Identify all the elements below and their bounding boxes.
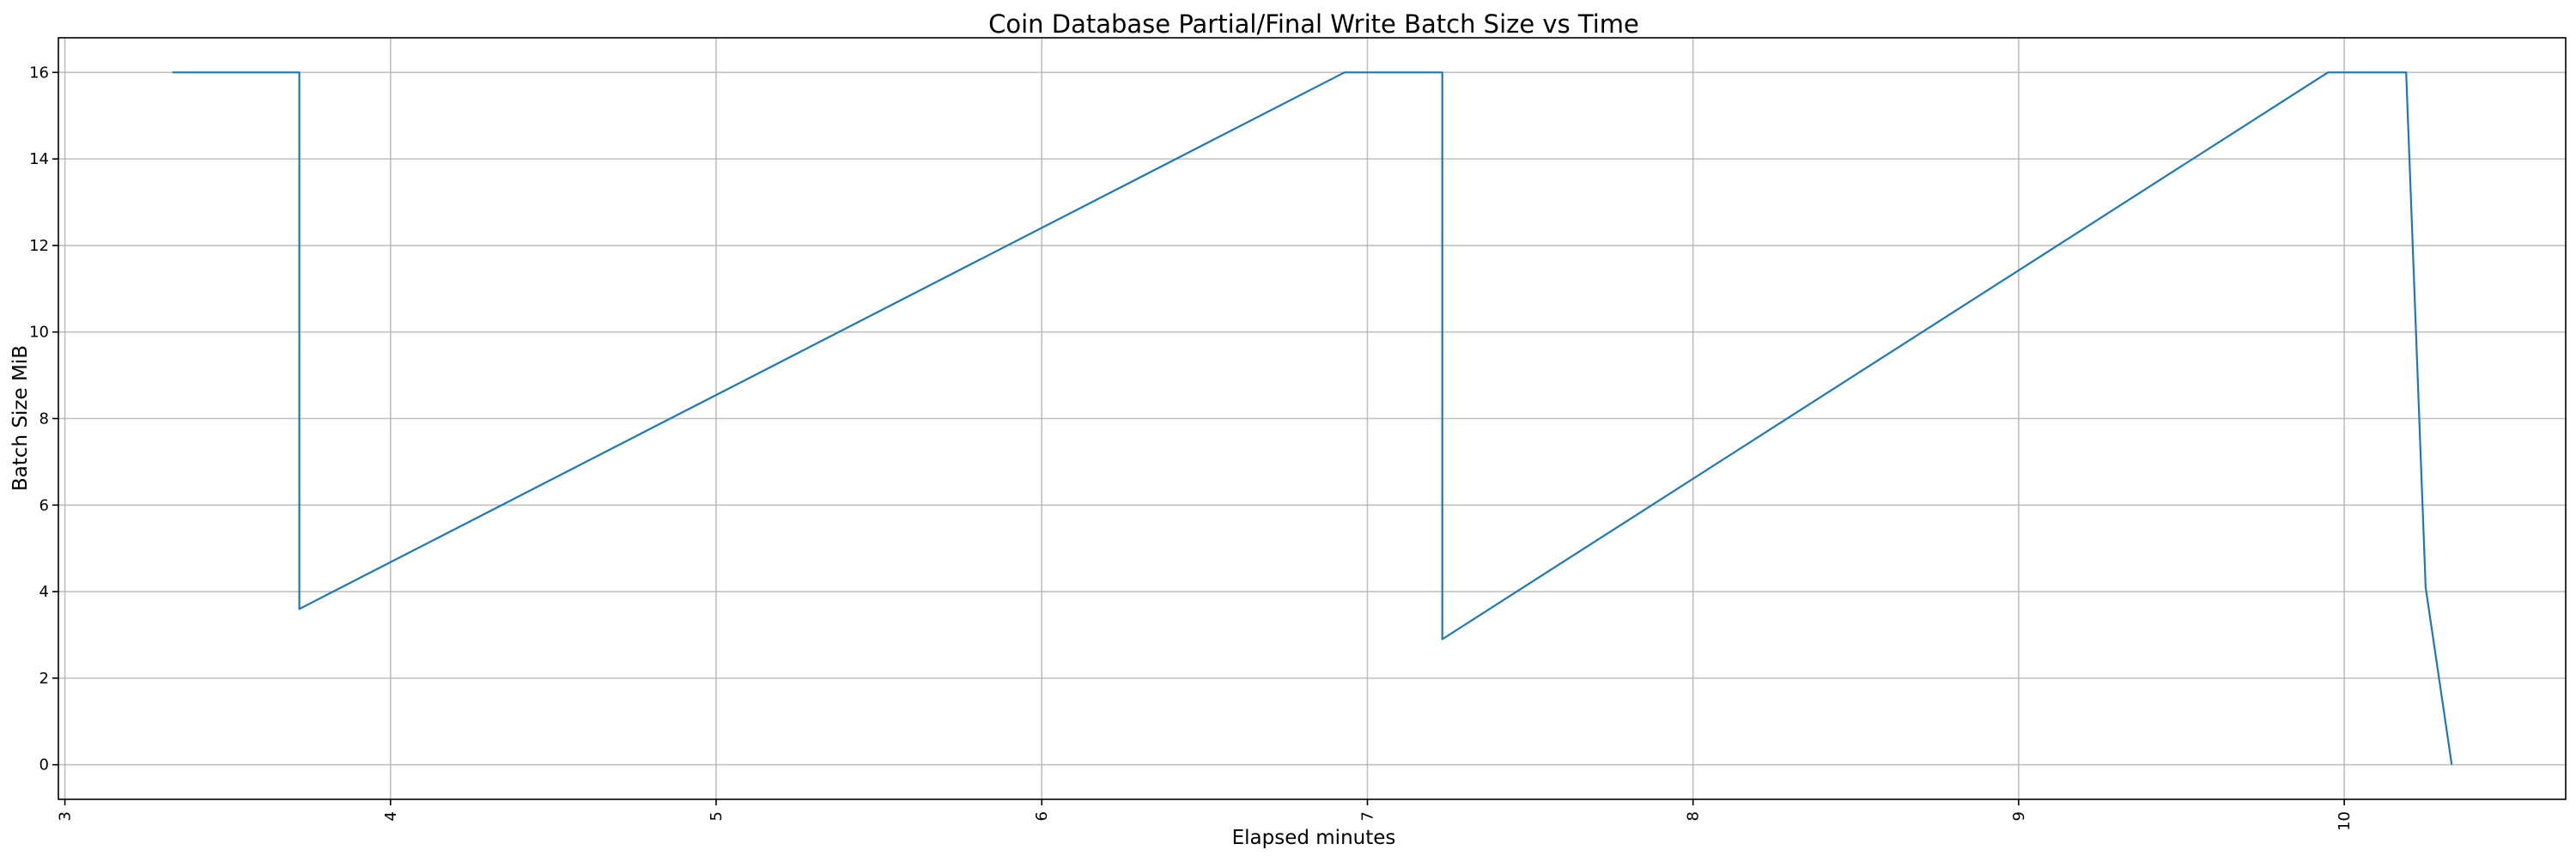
x-tick-label: 6 <box>1033 811 1051 821</box>
y-tick-label: 16 <box>29 64 49 82</box>
y-axis-label: Batch Size MiB <box>9 345 32 491</box>
x-tick-label: 3 <box>57 811 75 821</box>
series-layer <box>172 71 2453 765</box>
chart-title: Coin Database Partial/Final Write Batch … <box>988 9 1639 39</box>
x-tick-label: 9 <box>2010 811 2028 821</box>
series-line <box>172 71 2453 765</box>
x-tick-label: 4 <box>382 811 400 821</box>
ticks: 3 4 5 6 7 8 9 10 0 2 4 6 8 10 12 14 16 <box>29 64 2354 831</box>
y-tick-label: 14 <box>29 150 49 168</box>
y-tick-label: 6 <box>39 496 49 514</box>
y-tick-label: 10 <box>29 324 49 342</box>
y-tick-label: 12 <box>29 237 49 255</box>
grid <box>58 38 2566 799</box>
x-tick-label: 8 <box>1685 811 1703 821</box>
x-axis-label: Elapsed minutes <box>1232 827 1396 849</box>
y-tick-label: 0 <box>39 756 49 774</box>
y-tick-label: 2 <box>39 670 49 688</box>
x-tick-label: 7 <box>1358 811 1376 821</box>
x-tick-label: 10 <box>2336 811 2354 831</box>
y-tick-label: 8 <box>39 410 49 428</box>
x-tick-label: 5 <box>708 811 726 821</box>
y-tick-label: 4 <box>39 583 49 601</box>
